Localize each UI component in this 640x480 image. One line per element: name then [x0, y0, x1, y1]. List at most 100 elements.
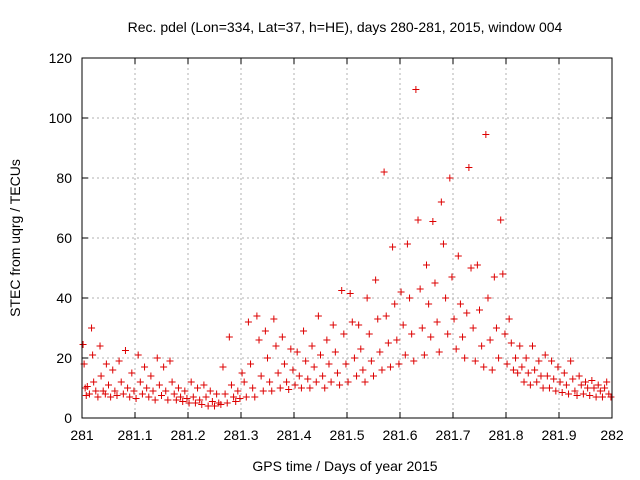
data-point [217, 401, 225, 408]
data-point [109, 366, 117, 374]
data-point [507, 339, 515, 347]
data-point [308, 342, 316, 350]
data-point [586, 392, 594, 399]
data-point [293, 348, 301, 356]
data-point [97, 372, 105, 380]
data-point [270, 315, 278, 323]
data-point [319, 372, 327, 380]
data-point [467, 264, 475, 272]
data-point [325, 360, 333, 368]
data-point [418, 324, 426, 332]
data-point [149, 387, 157, 395]
data-point [257, 372, 265, 380]
data-point [429, 218, 437, 225]
data-point [359, 366, 367, 374]
data-point [550, 375, 558, 383]
data-point [531, 366, 539, 374]
data-point [410, 357, 418, 365]
data-point [573, 392, 581, 399]
x-tick-label: 281.1 [117, 427, 152, 443]
data-point [389, 243, 397, 251]
data-point [297, 384, 305, 392]
data-point [234, 387, 242, 395]
data-point [242, 393, 250, 401]
data-point [516, 342, 524, 350]
y-tick-label: 20 [56, 350, 72, 366]
data-point [543, 372, 551, 380]
data-point [439, 240, 447, 248]
data-point [526, 381, 534, 389]
data-point [227, 381, 235, 389]
data-point [488, 366, 496, 374]
data-point [454, 252, 462, 260]
data-point [461, 354, 469, 362]
data-point [401, 351, 409, 359]
data-point [89, 351, 97, 359]
y-tick-labels: 0 20 40 60 80 100 120 [49, 50, 73, 426]
data-point [124, 384, 132, 392]
data-point [448, 273, 456, 281]
data-point [556, 378, 564, 386]
data-point [211, 402, 218, 410]
data-point [412, 86, 420, 93]
chart-title: Rec. pdel (Lon=334, Lat=37, h=HE), days … [128, 19, 563, 35]
data-point [560, 369, 568, 377]
data-point [158, 392, 165, 399]
data-point [499, 270, 507, 278]
data-point [187, 378, 195, 386]
x-tick-label: 281 [70, 427, 94, 443]
data-point [312, 378, 320, 386]
data-point [255, 336, 263, 344]
data-point [194, 384, 202, 392]
data-point [329, 321, 337, 329]
data-point [102, 360, 110, 368]
data-point [185, 399, 193, 407]
data-point [533, 378, 541, 386]
data-point [119, 390, 127, 398]
data-point [350, 354, 358, 362]
data-point [314, 312, 322, 320]
data-point [520, 378, 528, 386]
data-point [338, 287, 346, 294]
data-point [121, 347, 129, 354]
data-point [361, 378, 369, 386]
data-point [278, 333, 286, 341]
data-point [276, 384, 284, 392]
y-tick-label: 60 [56, 230, 72, 246]
data-point [442, 294, 450, 302]
data-point [408, 330, 416, 338]
data-point [607, 393, 615, 401]
data-point [456, 300, 464, 308]
data-point [380, 168, 388, 176]
data-point [147, 372, 155, 380]
x-tick-label: 282 [600, 427, 624, 443]
data-point [327, 378, 335, 386]
data-point [274, 369, 282, 377]
data-point [397, 288, 405, 296]
data-point [323, 336, 331, 344]
x-tick-label: 281.5 [329, 427, 364, 443]
data-point [490, 273, 498, 281]
data-point [88, 324, 96, 332]
data-point [236, 395, 244, 402]
data-point [219, 363, 227, 371]
data-point [111, 387, 119, 395]
data-point [414, 216, 422, 224]
data-point [480, 363, 488, 371]
data-point [594, 381, 602, 389]
data-point [518, 363, 526, 371]
data-point [476, 306, 483, 314]
data-point [268, 387, 276, 395]
data-point [357, 345, 365, 353]
data-point [115, 357, 123, 365]
data-point [230, 393, 238, 401]
data-point [304, 375, 312, 383]
data-point [206, 387, 214, 395]
data-point [132, 395, 140, 402]
data-point [459, 333, 467, 341]
data-point [584, 384, 592, 392]
data-point [471, 357, 479, 365]
data-point [291, 381, 299, 389]
data-point [342, 360, 350, 368]
data-point [592, 393, 600, 401]
